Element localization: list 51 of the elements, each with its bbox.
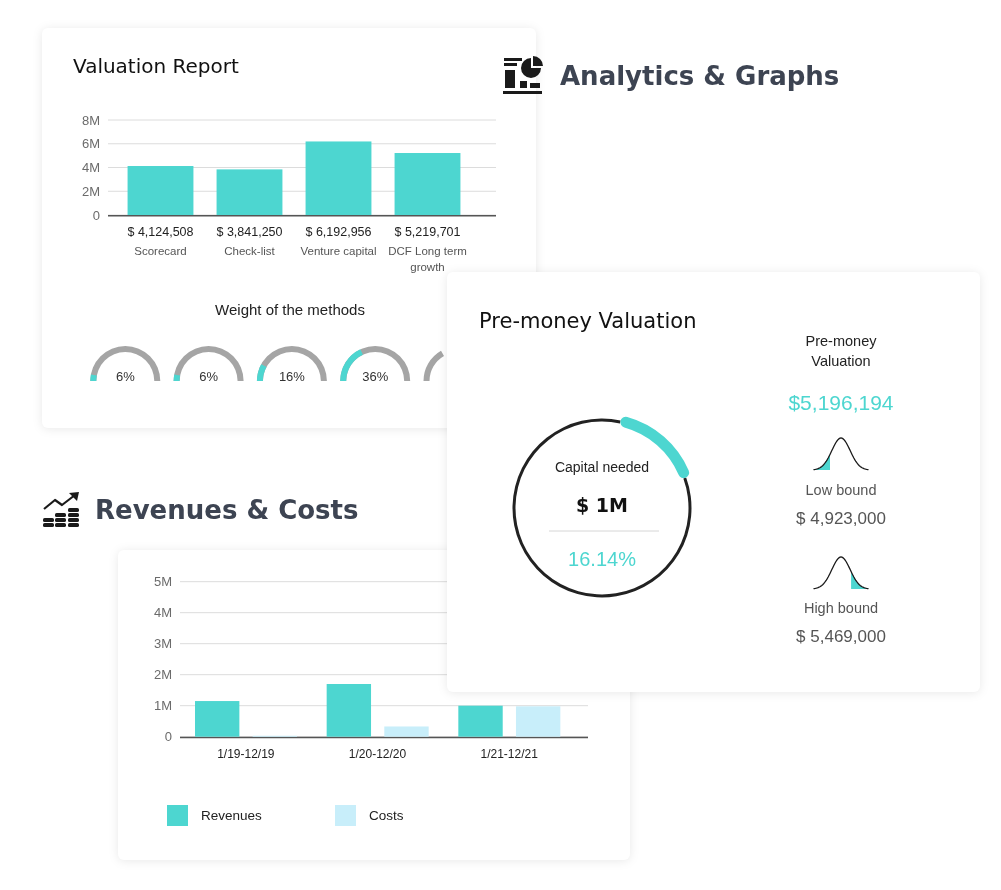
x-tick-label: DCF Long term growth bbox=[388, 245, 467, 273]
y-tick-label: 0 bbox=[164, 729, 172, 745]
text: Weight of the methods bbox=[215, 300, 365, 318]
data-label: $ 4,124,508 bbox=[127, 225, 194, 239]
bar bbox=[458, 705, 503, 737]
data-label: 16% bbox=[278, 368, 306, 384]
text: 16.14% bbox=[568, 548, 637, 570]
text: Analytics & Graphs bbox=[560, 61, 840, 91]
bar bbox=[326, 684, 372, 737]
text: $ 1M bbox=[576, 494, 628, 516]
text: $5,196,194 bbox=[788, 390, 894, 414]
bar bbox=[127, 166, 194, 215]
y-tick-label: 5M bbox=[153, 574, 172, 590]
bar bbox=[216, 169, 283, 215]
x-tick-label: 1/19-12/19 bbox=[217, 747, 275, 761]
text: $ 4,923,000 bbox=[796, 508, 886, 528]
data-label: $ 3,841,250 bbox=[216, 225, 283, 239]
data-label: 6% bbox=[199, 368, 219, 384]
y-tick-label: 2M bbox=[153, 667, 172, 683]
bar bbox=[384, 726, 429, 737]
x-tick-label: 1/21-12/21 bbox=[480, 747, 539, 761]
chart-title: Pre-money Valuation bbox=[479, 309, 697, 333]
x-tick-label: Scorecard bbox=[134, 245, 187, 257]
text: High bound bbox=[803, 600, 879, 616]
bar bbox=[394, 153, 461, 215]
text: $ 5,469,000 bbox=[796, 626, 886, 646]
chart-title: Revenues & Costs bbox=[95, 495, 359, 525]
legend-label: Costs bbox=[369, 808, 404, 823]
y-tick-label: 4M bbox=[153, 605, 172, 621]
data-label: 36% bbox=[362, 368, 389, 384]
text: Pre-money Valuation bbox=[805, 333, 878, 369]
text: Capital needed bbox=[554, 459, 650, 475]
y-tick-label: 1M bbox=[153, 698, 172, 714]
y-tick-label: 3M bbox=[153, 636, 172, 652]
bar bbox=[305, 141, 372, 215]
x-tick-label: 1/20-12/20 bbox=[348, 747, 407, 761]
y-tick-label: 4M bbox=[81, 160, 100, 175]
data-label: $ 6,192,956 bbox=[305, 225, 372, 239]
x-tick-label: Check-list bbox=[224, 245, 276, 257]
data-label: 6% bbox=[115, 368, 136, 384]
x-tick-label: Venture capital bbox=[300, 245, 377, 257]
bar bbox=[195, 701, 240, 737]
y-tick-label: 0 bbox=[92, 207, 100, 223]
bar bbox=[515, 706, 561, 737]
y-tick-label: 2M bbox=[81, 183, 100, 199]
data-label: $ 5,219,701 bbox=[394, 225, 461, 239]
y-tick-label: 6M bbox=[81, 136, 100, 152]
legend-label: Revenues bbox=[201, 808, 263, 823]
y-tick-label: 8M bbox=[81, 112, 100, 128]
text: Low bound bbox=[805, 482, 877, 498]
chart-title: Valuation Report bbox=[73, 54, 239, 78]
